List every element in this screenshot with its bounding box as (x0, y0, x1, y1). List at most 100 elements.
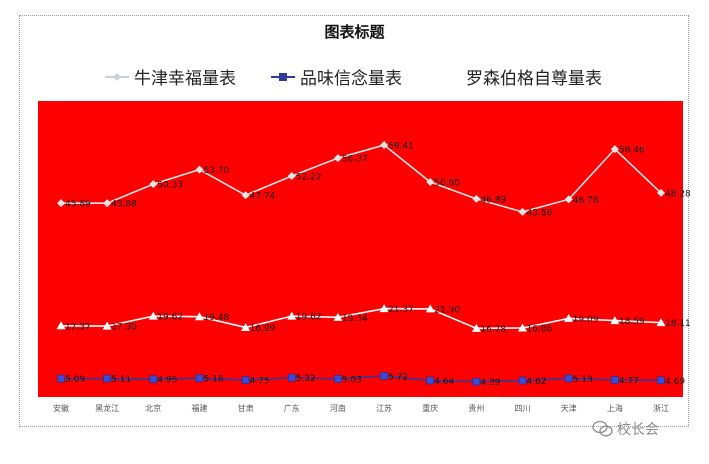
series-line (60, 375, 662, 383)
data-point (425, 304, 435, 313)
data-point (102, 321, 112, 330)
series-line (60, 144, 662, 213)
data-label: 16.99 (250, 324, 276, 334)
data-point (241, 191, 250, 200)
legend-item-oxford: 牛津幸福量表 (104, 64, 236, 89)
data-point (472, 194, 481, 203)
data-label: 17.37 (65, 322, 91, 332)
data-point (518, 207, 527, 216)
data-label: 5.18 (203, 375, 223, 385)
data-point (379, 304, 389, 313)
data-label: 5.11 (111, 375, 131, 385)
data-point (287, 311, 297, 320)
data-label: 4.77 (619, 376, 639, 386)
data-label: 4.69 (665, 377, 685, 387)
data-label: 17.30 (111, 323, 137, 333)
data-point (148, 311, 158, 320)
data-label: 16.78 (480, 325, 506, 335)
x-tick-label: 重庆 (422, 403, 438, 413)
data-point (333, 154, 342, 163)
data-point (426, 178, 435, 187)
data-label: 5.03 (342, 375, 362, 385)
data-label: 19.09 (573, 315, 599, 325)
data-label: 4.95 (157, 376, 177, 386)
x-tick-label: 天津 (561, 403, 577, 413)
data-point (103, 199, 112, 208)
data-label: 45.89 (65, 200, 91, 210)
data-point (471, 323, 481, 332)
data-point (194, 312, 204, 321)
legend-label: 品味信念量表 (300, 69, 402, 89)
data-point (472, 377, 481, 386)
data-label: 19.62 (296, 313, 322, 323)
data-point (426, 376, 435, 385)
series-1: 5.09 5.11 4.95 5.18 4.75 5.32 5.03 5.72 4.64 4.39… (57, 372, 685, 388)
data-point (195, 165, 204, 174)
data-point (610, 145, 619, 154)
data-label: 5.13 (573, 375, 593, 385)
data-point (657, 376, 665, 385)
data-label: 50.80 (434, 179, 460, 189)
data-point (564, 195, 573, 204)
data-label: 59.41 (388, 142, 414, 152)
data-point (518, 323, 528, 332)
x-tick-label: 福建 (191, 403, 207, 413)
data-point (518, 376, 527, 385)
data-point (380, 372, 388, 380)
data-label: 18.11 (665, 319, 691, 329)
x-tick-label: 四川 (515, 404, 531, 413)
data-point (333, 312, 343, 321)
data-label: 4.64 (434, 377, 454, 387)
chart-title: 图表标题 (324, 23, 385, 41)
data-label: 46.89 (480, 195, 506, 205)
x-tick-label: 安徽 (53, 403, 69, 413)
data-label: 21.37 (388, 305, 414, 315)
watermark-text: 校长会 (617, 422, 659, 438)
x-tick-label: 甘肃 (238, 403, 254, 413)
data-label: 46.78 (573, 196, 599, 206)
data-point (334, 375, 342, 383)
data-point (241, 322, 251, 331)
data-point (610, 316, 620, 325)
data-label: 52.22 (296, 172, 322, 182)
x-tick-label: 广东 (284, 403, 300, 413)
data-point (103, 374, 111, 383)
data-label: 47.74 (250, 192, 276, 202)
data-point (656, 318, 666, 327)
data-point (195, 374, 204, 383)
data-label: 45.88 (111, 200, 137, 210)
x-tick-label: 河南 (330, 403, 346, 413)
data-label: 5.32 (296, 374, 316, 384)
series-2: 17.37 17.30 19.62 19.48 16.99 19.62 19.34 21.37… (56, 304, 691, 335)
data-label: 4.39 (480, 378, 500, 388)
legend-marker-square-icon (271, 72, 295, 81)
data-label: 58.46 (619, 146, 645, 156)
data-label: 19.48 (203, 313, 229, 323)
data-point (380, 141, 389, 150)
x-tick-label: 北京 (145, 403, 161, 413)
data-label: 5.72 (388, 372, 408, 382)
legend-label: 罗森伯格自尊量表 (466, 69, 602, 89)
data-label: 16.86 (527, 325, 553, 335)
chart-legend: 牛津幸福量表 品味信念量表 罗森伯格自尊量表 (0, 64, 709, 90)
watermark: 校长会 (592, 419, 659, 439)
x-tick-label: 江苏 (376, 403, 392, 413)
x-tick-label: 上海 (607, 403, 623, 413)
data-point (564, 313, 574, 322)
data-label: 19.34 (342, 314, 368, 324)
x-tick-label: 贵州 (468, 403, 484, 413)
series-0: 45.89 45.88 50.33 53.70 47.74 52.22 56.37 59.41… (57, 141, 691, 218)
data-label: 56.37 (342, 155, 368, 165)
data-point (57, 374, 65, 383)
data-point (241, 376, 250, 384)
data-point (149, 180, 158, 189)
legend-item-rosenberg: 罗森伯格自尊量表 (454, 64, 602, 89)
data-point (56, 321, 66, 330)
data-label: 4.75 (250, 377, 270, 387)
legend-marker-diamond-icon (105, 72, 129, 81)
data-point (564, 374, 573, 383)
data-label: 53.70 (203, 166, 229, 176)
wechat-icon (592, 420, 613, 437)
data-label: 18.59 (619, 317, 645, 327)
